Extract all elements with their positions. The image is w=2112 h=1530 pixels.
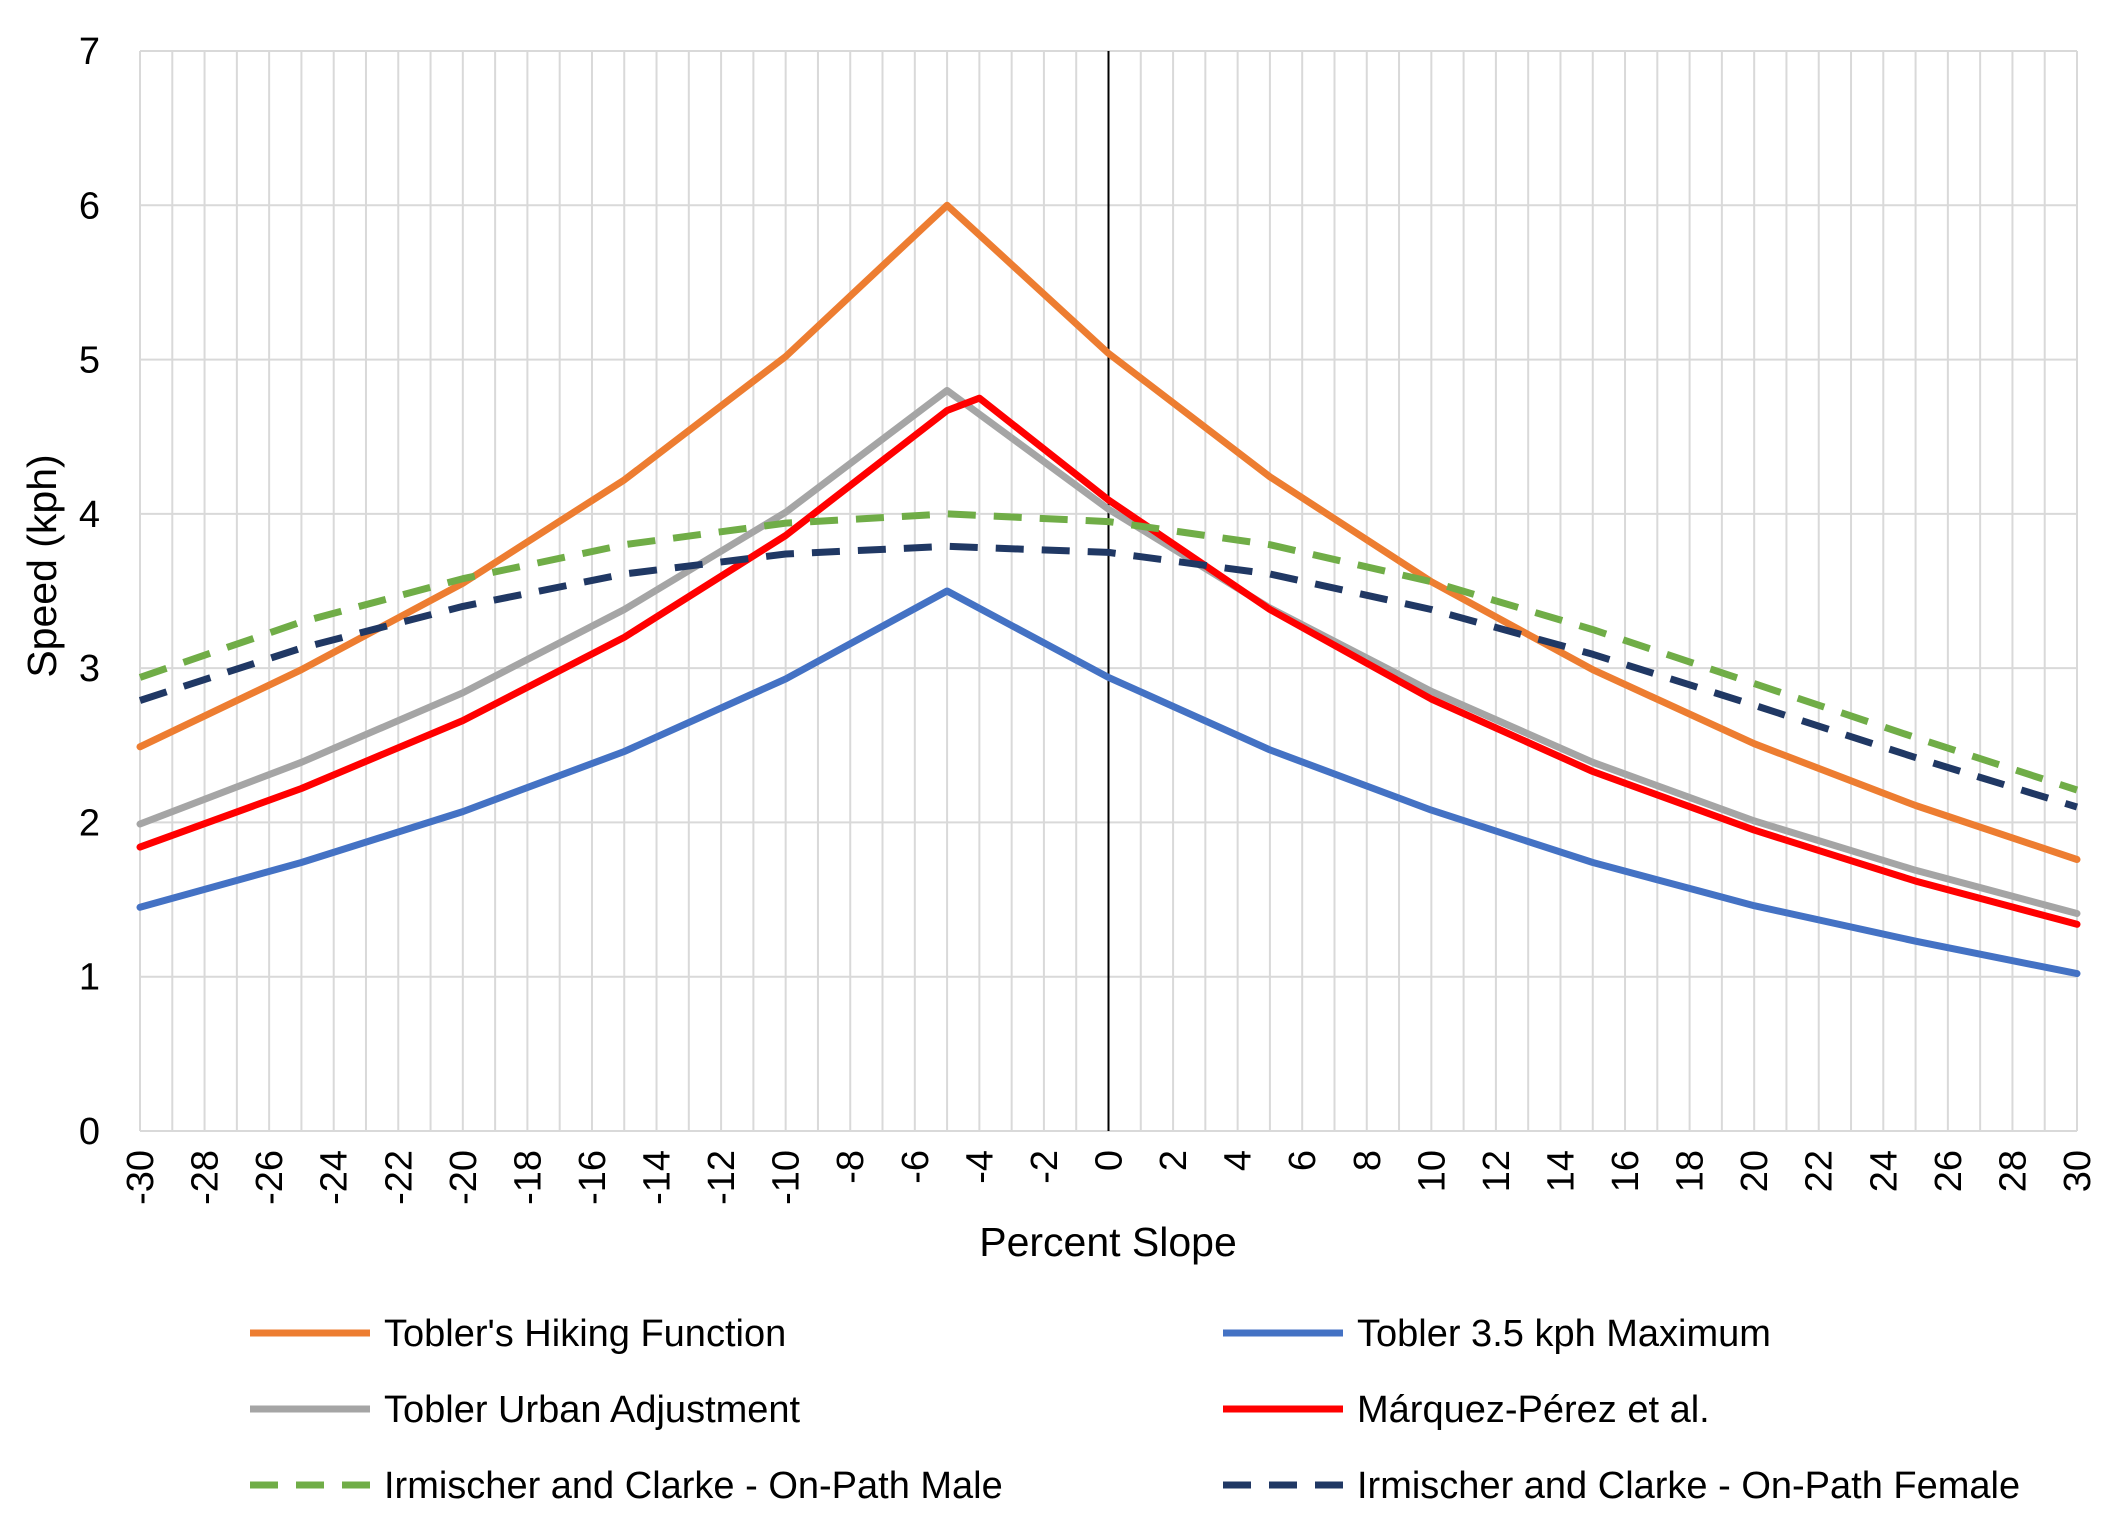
y-axis-tick-labels: 0 1 2 3 4 5 6 7: [79, 31, 100, 1153]
x-tick-label: -2: [1024, 1150, 1066, 1184]
legend-item-5: Irmischer and Clarke - On-Path Male: [250, 1465, 1003, 1507]
y-tick-label: 6: [79, 185, 100, 227]
x-tick-label: 14: [1540, 1150, 1582, 1192]
x-tick-label: -16: [572, 1150, 614, 1205]
x-tick-label: 16: [1605, 1150, 1647, 1192]
x-tick-label: -28: [185, 1150, 227, 1205]
legend-label: Irmischer and Clarke - On-Path Female: [1357, 1465, 2020, 1507]
x-tick-label: 30: [2057, 1150, 2099, 1192]
series-line-6: [138, 542, 2079, 811]
x-tick-label: 6: [1282, 1150, 1324, 1171]
y-tick-label: 5: [79, 340, 100, 382]
x-tick-label: -18: [507, 1150, 549, 1205]
legend-item-6: Irmischer and Clarke - On-Path Female: [1223, 1465, 2020, 1507]
x-tick-label: 12: [1476, 1150, 1518, 1192]
x-tick-label: 0: [1089, 1150, 1131, 1171]
x-tick-label: 26: [1928, 1150, 1970, 1192]
y-tick-label: 1: [79, 957, 100, 999]
y-axis-title: Speed (kph): [19, 454, 65, 677]
x-tick-label: 18: [1670, 1150, 1712, 1192]
series-lines: [136, 201, 2081, 978]
legend: Tobler's Hiking Function Tobler 3.5 kph M…: [250, 1313, 2020, 1507]
series-line-2: [136, 587, 2081, 978]
legend-label: Irmischer and Clarke - On-Path Male: [384, 1465, 1003, 1507]
x-tick-label: 20: [1734, 1150, 1776, 1192]
x-tick-label: 10: [1411, 1150, 1453, 1192]
y-tick-label: 4: [79, 494, 100, 536]
x-tick-label: -8: [830, 1150, 872, 1184]
x-tick-label: 22: [1799, 1150, 1841, 1192]
x-tick-label: -30: [120, 1150, 162, 1205]
x-tick-label: 2: [1153, 1150, 1195, 1171]
y-tick-label: 3: [79, 648, 100, 690]
x-tick-label: 4: [1218, 1150, 1260, 1171]
legend-label: Tobler's Hiking Function: [384, 1313, 786, 1355]
x-tick-label: -12: [701, 1150, 743, 1205]
x-tick-label: -10: [766, 1150, 808, 1205]
x-tick-label: -24: [314, 1150, 356, 1205]
x-tick-label: -6: [895, 1150, 937, 1184]
y-tick-label: 2: [79, 802, 100, 844]
legend-item-3: Tobler Urban Adjustment: [250, 1389, 801, 1431]
legend-label: Márquez-Pérez et al.: [1357, 1389, 1710, 1431]
x-tick-label: -22: [378, 1150, 420, 1205]
x-tick-label: 24: [1863, 1150, 1905, 1192]
series-line-3: [136, 386, 2081, 917]
legend-label: Tobler Urban Adjustment: [384, 1389, 801, 1431]
x-tick-label: -14: [637, 1150, 679, 1205]
legend-item-4: Márquez-Pérez et al.: [1223, 1389, 1710, 1431]
x-tick-label: 28: [1992, 1150, 2034, 1192]
legend-item-2: Tobler 3.5 kph Maximum: [1223, 1313, 1771, 1355]
series-line-1: [136, 201, 2081, 863]
x-tick-label: -4: [959, 1150, 1001, 1184]
legend-item-1: Tobler's Hiking Function: [250, 1313, 786, 1355]
y-tick-label: 7: [79, 31, 100, 73]
series-line-4: [136, 394, 2081, 928]
x-axis-tick-labels: -30 -28 -26 -24 -22 -20 -18 -16 -14 -12 -10 -8 -6 -4-…: [120, 1150, 2099, 1205]
legend-label: Tobler 3.5 kph Maximum: [1357, 1313, 1771, 1355]
x-tick-label: -20: [443, 1150, 485, 1205]
x-axis-title: Percent Slope: [979, 1219, 1237, 1265]
series-line-5: [138, 510, 2079, 794]
x-tick-label: 8: [1347, 1150, 1389, 1171]
x-tick-label: -26: [249, 1150, 291, 1205]
gridlines: [139, 50, 2078, 1132]
y-tick-label: 0: [79, 1111, 100, 1153]
